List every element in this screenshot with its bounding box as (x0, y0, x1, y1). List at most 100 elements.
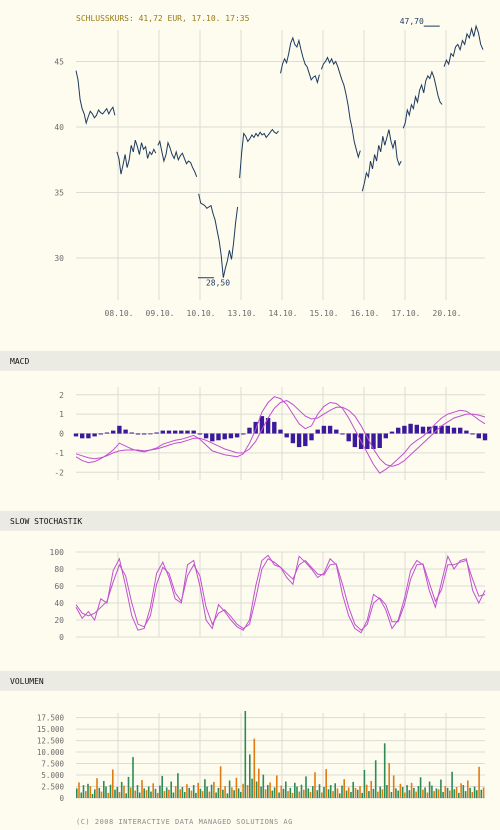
volume-bar (251, 778, 253, 798)
volume-bar (161, 775, 163, 798)
volume-bar (476, 790, 478, 798)
price-grid (76, 30, 485, 300)
volume-bar (399, 783, 402, 798)
y-tick-label: 45 (54, 57, 64, 66)
x-tick-label: 09.10. (146, 309, 175, 318)
volume-bar (285, 781, 287, 798)
y-tick-label: -2 (54, 468, 64, 477)
y-tick-label: 12.500 (37, 737, 65, 746)
price-line-segment (280, 36, 320, 85)
volume-bar (379, 786, 381, 798)
macd-histogram-bar (179, 430, 184, 434)
volume-bar (336, 788, 339, 798)
macd-histogram-bar (197, 433, 203, 435)
volume-bar (103, 781, 105, 798)
volume-bar (453, 789, 456, 798)
y-tick-label: 40 (54, 123, 64, 132)
volume-bar (374, 760, 377, 798)
volume-bar (309, 792, 312, 798)
volume-bar (383, 743, 386, 798)
volume-bar (469, 787, 471, 798)
volume-bar (451, 771, 453, 798)
macd-histogram-bar (340, 433, 345, 435)
macd-title: MACD (10, 357, 29, 366)
volume-bar (271, 790, 274, 798)
volume-bar (395, 788, 397, 798)
volume-bar (105, 786, 107, 798)
volume-bar (422, 789, 424, 798)
volume-bar (172, 792, 175, 798)
x-tick-label: 17.10. (392, 309, 421, 318)
volume-bar (312, 786, 314, 798)
macd-line (75, 400, 486, 467)
macd-histogram-bar (272, 421, 277, 434)
volume-bar (473, 786, 476, 798)
volume-bars (76, 711, 485, 798)
volume-bar (377, 791, 379, 798)
macd-histogram-bar (166, 430, 172, 434)
volume-bar (98, 787, 101, 798)
volume-bar (159, 785, 161, 798)
macd-histogram-bar (191, 430, 196, 434)
macd-histogram-bar (476, 433, 481, 439)
macd-histogram-bar (241, 433, 246, 435)
price-line-segment (402, 70, 443, 129)
volume-bar (154, 788, 157, 798)
volume-bar (370, 781, 372, 798)
macd-histogram-bar (203, 433, 209, 439)
volume-bar (482, 787, 485, 798)
volume-bar (296, 786, 298, 798)
stochastik-band (0, 511, 500, 531)
macd-histogram-bar (371, 433, 376, 449)
volume-bar (359, 786, 361, 798)
volume-bar (381, 789, 384, 798)
macd-histogram-bar (80, 433, 85, 439)
price-chart-title: SCHLUSSKURS: 41,72 EUR, 17.10. 17:35 (76, 14, 250, 23)
stochastik-title: SLOW STOCHASTIK (10, 517, 82, 526)
volume-bar (464, 791, 467, 798)
volume-bar (327, 789, 330, 798)
macd-histogram-bar (321, 425, 327, 434)
volume-bar (352, 781, 354, 798)
volume-bar (228, 780, 231, 798)
volume-bar (100, 791, 103, 798)
volume-bar (258, 768, 260, 798)
volume-bar (208, 791, 211, 798)
macd-histogram-bar (247, 427, 252, 434)
volume-bar (147, 786, 150, 798)
volume-bar (125, 793, 127, 798)
macd-histogram-bar (216, 433, 221, 441)
volume-bar (444, 786, 447, 798)
volume-bar (210, 784, 213, 798)
price-line-segment (239, 128, 279, 179)
macd-histogram-bar (123, 429, 128, 434)
volume-bar (165, 787, 168, 798)
stochastik-series (75, 554, 486, 634)
volume-bar (276, 775, 278, 798)
volume-bar (354, 787, 357, 798)
volume-bar (437, 789, 440, 798)
volume-bar (109, 784, 112, 798)
price-line-segment (320, 56, 361, 159)
volume-bar (143, 788, 145, 798)
y-tick-label: 17.500 (37, 714, 65, 723)
macd-histogram-bar (334, 429, 339, 434)
volume-bar (116, 787, 119, 798)
macd-histogram-bar (278, 429, 283, 434)
volume-bar (242, 783, 244, 798)
volume-bar (141, 780, 143, 798)
volume-title: VOLUMEN (10, 677, 44, 686)
volume-bar (350, 792, 352, 798)
y-tick-label: 35 (54, 189, 64, 198)
volume-bar (462, 785, 465, 798)
macd-histogram-bar (86, 433, 91, 439)
volume-bar (183, 792, 186, 798)
volume-bar (87, 783, 89, 798)
volume-bar (204, 779, 206, 798)
volume-bar (253, 738, 256, 798)
macd-histogram-bar (259, 416, 265, 434)
macd-histogram-bar (234, 433, 240, 438)
copyright-text: (C) 2008 INTERACTIVE DATA MANAGED SOLUTI… (76, 818, 293, 826)
macd-histogram-bar (458, 427, 463, 434)
